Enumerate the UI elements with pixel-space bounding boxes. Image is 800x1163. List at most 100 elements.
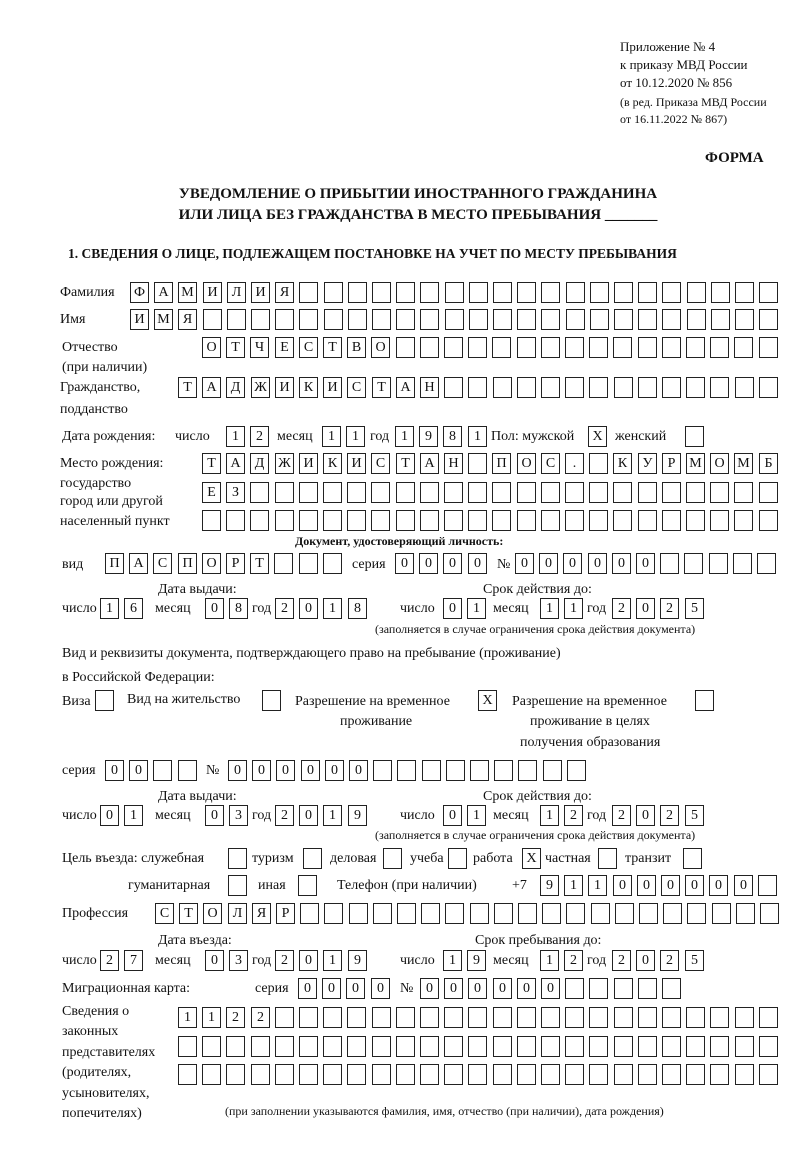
char-cell[interactable]: 0	[444, 978, 463, 999]
char-cell[interactable]	[444, 377, 463, 398]
char-cell[interactable]	[686, 1007, 705, 1028]
char-cell[interactable]	[396, 309, 415, 330]
char-cell[interactable]: С	[299, 337, 318, 358]
char-cell[interactable]	[686, 377, 705, 398]
char-cell[interactable]	[493, 1036, 512, 1057]
char-cell[interactable]: Ж	[275, 453, 294, 474]
char-cell[interactable]	[686, 482, 705, 503]
char-cell[interactable]: 0	[105, 760, 124, 781]
char-cell[interactable]	[565, 510, 584, 531]
char-cell[interactable]	[590, 309, 609, 330]
char-cell[interactable]	[662, 309, 681, 330]
char-cell[interactable]	[734, 337, 753, 358]
char-cell[interactable]	[709, 553, 728, 574]
char-cell[interactable]: 5	[685, 950, 704, 971]
char-cell[interactable]	[178, 1064, 197, 1085]
char-cell[interactable]: Т	[226, 337, 245, 358]
char-cell[interactable]	[300, 903, 319, 924]
char-cell[interactable]	[541, 309, 560, 330]
char-cell[interactable]	[518, 903, 537, 924]
checkbox[interactable]	[598, 848, 617, 869]
char-cell[interactable]	[710, 510, 729, 531]
char-cell[interactable]: Ж	[251, 377, 270, 398]
checkbox[interactable]	[683, 848, 702, 869]
char-cell[interactable]	[735, 1036, 754, 1057]
checkbox[interactable]	[303, 848, 322, 869]
char-cell[interactable]	[565, 337, 584, 358]
char-cell[interactable]: У	[638, 453, 657, 474]
checkbox[interactable]	[685, 426, 704, 447]
char-cell[interactable]	[687, 903, 706, 924]
char-cell[interactable]: А	[202, 377, 221, 398]
char-cell[interactable]: 2	[612, 598, 631, 619]
char-cell[interactable]	[614, 1007, 633, 1028]
char-cell[interactable]: 5	[685, 805, 704, 826]
char-cell[interactable]: 2	[275, 950, 294, 971]
char-cell[interactable]: Я	[178, 309, 197, 330]
char-cell[interactable]	[614, 282, 633, 303]
char-cell[interactable]: О	[203, 903, 222, 924]
char-cell[interactable]: 8	[348, 598, 367, 619]
char-cell[interactable]	[517, 282, 536, 303]
char-cell[interactable]	[299, 1007, 318, 1028]
char-cell[interactable]	[541, 337, 560, 358]
char-cell[interactable]: И	[130, 309, 149, 330]
char-cell[interactable]	[373, 903, 392, 924]
checkbox[interactable]: X	[478, 690, 497, 711]
char-cell[interactable]: 2	[226, 1007, 245, 1028]
char-cell[interactable]: 0	[515, 553, 534, 574]
char-cell[interactable]	[518, 760, 537, 781]
char-cell[interactable]: 2	[660, 805, 679, 826]
char-cell[interactable]	[589, 377, 608, 398]
char-cell[interactable]: 0	[636, 950, 655, 971]
char-cell[interactable]: 0	[301, 760, 320, 781]
char-cell[interactable]	[565, 1007, 584, 1028]
char-cell[interactable]: С	[371, 453, 390, 474]
char-cell[interactable]: С	[155, 903, 174, 924]
char-cell[interactable]	[373, 760, 392, 781]
char-cell[interactable]	[711, 282, 730, 303]
char-cell[interactable]	[565, 978, 584, 999]
char-cell[interactable]: В	[347, 337, 366, 358]
char-cell[interactable]: Н	[420, 377, 439, 398]
char-cell[interactable]	[468, 1007, 487, 1028]
char-cell[interactable]: Я	[275, 282, 294, 303]
char-cell[interactable]: О	[710, 453, 729, 474]
char-cell[interactable]	[299, 282, 318, 303]
char-cell[interactable]	[347, 482, 366, 503]
char-cell[interactable]: 0	[205, 950, 224, 971]
char-cell[interactable]: И	[275, 377, 294, 398]
char-cell[interactable]: 0	[349, 760, 368, 781]
char-cell[interactable]	[710, 482, 729, 503]
char-cell[interactable]: Е	[202, 482, 221, 503]
char-cell[interactable]: 6	[124, 598, 143, 619]
char-cell[interactable]	[420, 337, 439, 358]
char-cell[interactable]	[349, 903, 368, 924]
char-cell[interactable]: 1	[322, 426, 341, 447]
char-cell[interactable]: 0	[443, 805, 462, 826]
char-cell[interactable]: 1	[202, 1007, 221, 1028]
char-cell[interactable]	[420, 510, 439, 531]
char-cell[interactable]	[662, 377, 681, 398]
char-cell[interactable]	[565, 377, 584, 398]
char-cell[interactable]	[227, 309, 246, 330]
char-cell[interactable]: М	[686, 453, 705, 474]
char-cell[interactable]: 0	[252, 760, 271, 781]
char-cell[interactable]: Ф	[130, 282, 149, 303]
char-cell[interactable]: 9	[348, 805, 367, 826]
char-cell[interactable]: 0	[709, 875, 728, 896]
char-cell[interactable]	[347, 1007, 366, 1028]
char-cell[interactable]	[299, 553, 318, 574]
char-cell[interactable]	[662, 1036, 681, 1057]
char-cell[interactable]: 0	[493, 978, 512, 999]
char-cell[interactable]: .	[565, 453, 584, 474]
char-cell[interactable]	[567, 760, 586, 781]
char-cell[interactable]	[734, 482, 753, 503]
char-cell[interactable]	[662, 337, 681, 358]
char-cell[interactable]: 2	[251, 1007, 270, 1028]
char-cell[interactable]	[589, 453, 608, 474]
char-cell[interactable]	[662, 510, 681, 531]
char-cell[interactable]: 2	[100, 950, 119, 971]
char-cell[interactable]	[445, 282, 464, 303]
char-cell[interactable]: 0	[395, 553, 414, 574]
